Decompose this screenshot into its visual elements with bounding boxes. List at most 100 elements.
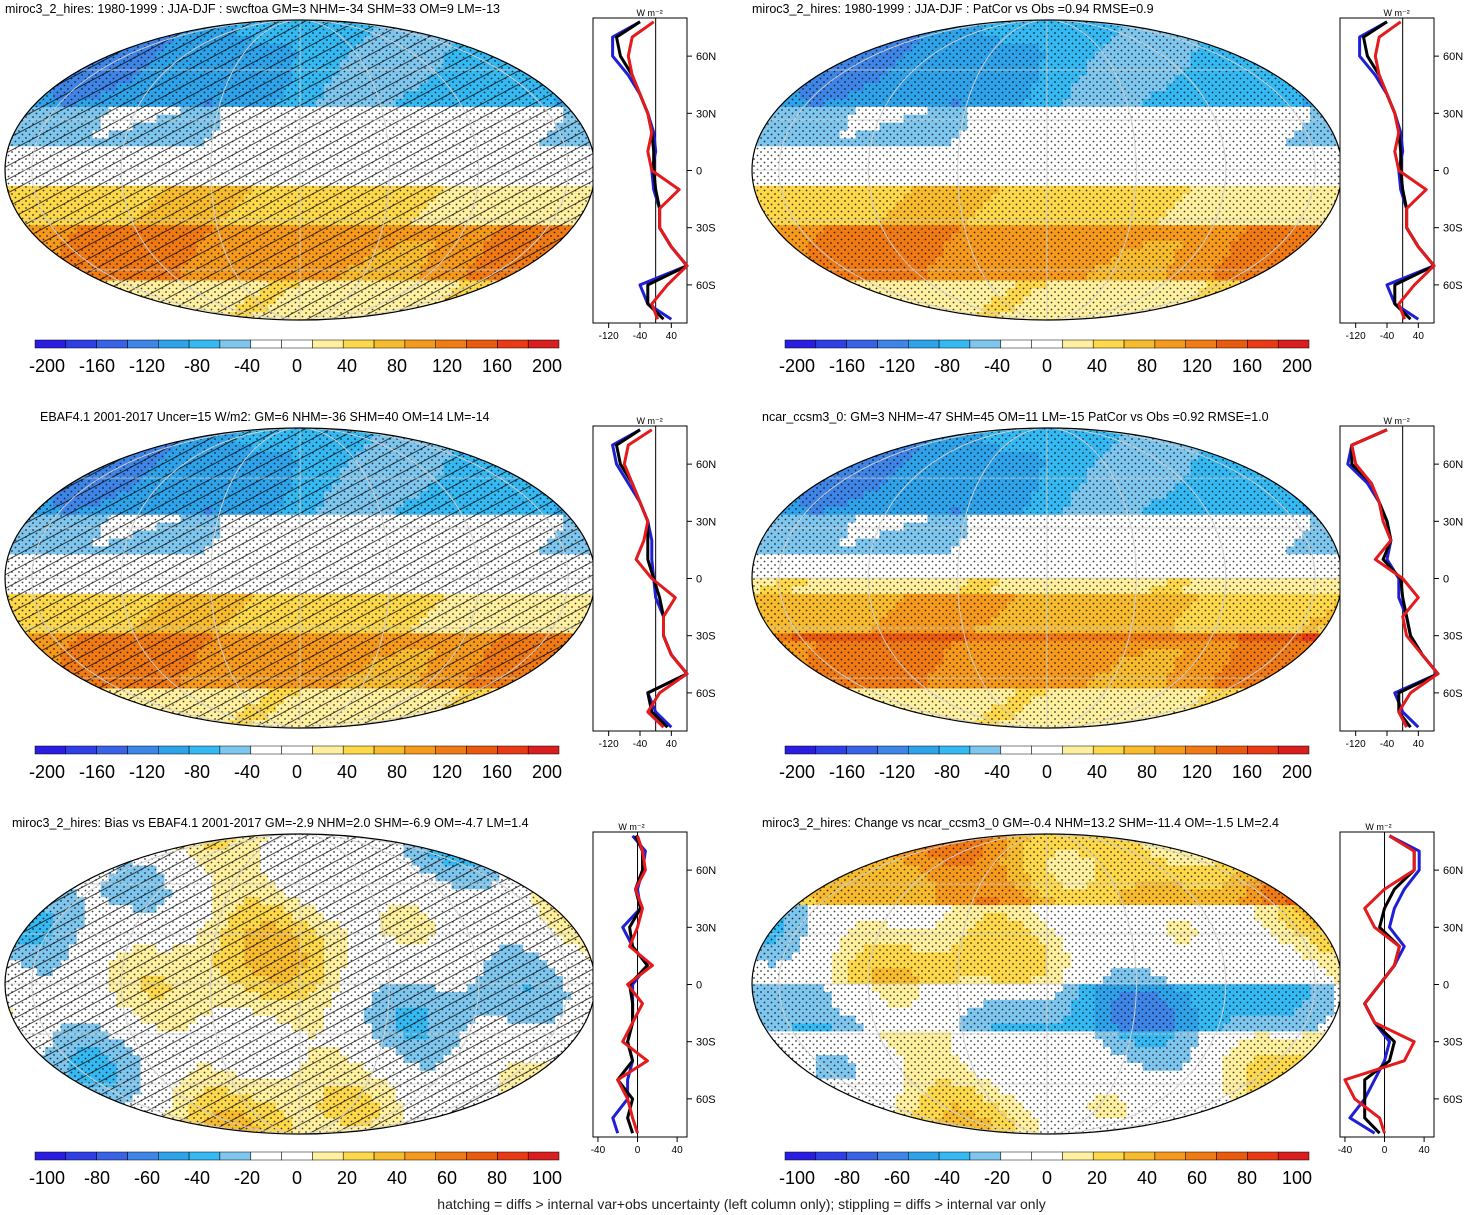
colorbar-swatch	[497, 1151, 529, 1161]
colorbar-swatch	[34, 745, 67, 755]
colorbar-label: 80	[1237, 1168, 1257, 1188]
panel-4: ncar_ccsm3_0: GM=3 NHM=-47 SHM=45 OM=11 …	[751, 410, 1463, 782]
panel-5: miroc3_2_hires: Bias vs EBAF4.1 2001-201…	[4, 816, 716, 1188]
colorbar-label: -40	[234, 356, 260, 376]
colorbar-label: 200	[1282, 762, 1312, 782]
colorbar-swatch	[312, 745, 344, 755]
colorbar-swatch	[435, 1151, 467, 1161]
map	[751, 427, 1343, 729]
profile-line-model	[622, 428, 689, 729]
profile-frame	[1339, 831, 1435, 1138]
colorbar-label: 40	[1087, 356, 1107, 376]
lat-tick-label: 30S	[1443, 1037, 1463, 1049]
colorbar-swatch	[250, 339, 282, 349]
colorbar-swatch	[1000, 745, 1032, 755]
x-tick-label: -120	[599, 739, 619, 750]
colorbar-swatch	[373, 339, 406, 349]
colorbar-label: 0	[1042, 356, 1052, 376]
colorbar-swatch	[1154, 339, 1186, 349]
colorbar-swatch	[846, 339, 878, 349]
colorbar-label: -20	[984, 1168, 1010, 1188]
colorbar-swatch	[373, 1151, 406, 1161]
colorbar-swatch	[1000, 339, 1032, 349]
zonal-profile: W m⁻² 60N 30N 0 30S 60S -120 -40 40	[592, 416, 716, 750]
colorbar-swatch	[158, 339, 190, 349]
colorbar-swatch	[969, 339, 1001, 349]
colorbar-swatch	[1185, 339, 1217, 349]
colorbar-label: -40	[184, 1168, 210, 1188]
lat-tick-label: 0	[1443, 166, 1449, 178]
colorbar-swatch	[188, 745, 221, 755]
colorbar-label: 0	[292, 762, 302, 782]
colorbar-label: 0	[292, 356, 302, 376]
x-tick-label: -120	[599, 331, 619, 342]
colorbar-swatch	[158, 1151, 190, 1161]
colorbar-swatch	[1031, 339, 1063, 349]
lat-tick-label: 30N	[696, 108, 716, 120]
colorbar-swatch	[1277, 1151, 1310, 1161]
panel-title: miroc3_2_hires: 1980-1999 : JJA-DJF : sw…	[5, 2, 500, 16]
lat-tick-label: 0	[1443, 980, 1449, 992]
lat-tick-label: 60N	[1443, 865, 1463, 877]
colorbar-swatch	[1062, 1151, 1094, 1161]
colorbar-label: -40	[984, 762, 1010, 782]
lat-tick-label: 0	[696, 166, 702, 178]
x-tick-label: 40	[666, 331, 678, 342]
colorbar-label: 80	[1137, 762, 1157, 782]
lat-tick-label: 60S	[1443, 688, 1463, 700]
colorbar-swatch	[65, 339, 97, 349]
x-tick-label: 0	[1382, 1145, 1388, 1156]
lat-tick-label: 60N	[696, 459, 716, 471]
colorbar-label: 100	[1282, 1168, 1312, 1188]
lat-tick-label: 30S	[696, 1037, 716, 1049]
graticule	[5, 428, 595, 728]
colorbar-label: 20	[1087, 1168, 1107, 1188]
panel-title: ncar_ccsm3_0: GM=3 NHM=-47 SHM=45 OM=11 …	[762, 410, 1269, 424]
colorbar-swatch	[877, 745, 909, 755]
graticule	[5, 20, 595, 320]
panel-title: miroc3_2_hires: 1980-1999 : JJA-DJF : Pa…	[752, 2, 1154, 16]
lat-tick-label: 0	[696, 980, 702, 992]
map	[751, 833, 1343, 1135]
colorbar: -200 -160 -120 -80 -40 0 40 80 120 160 200	[29, 339, 562, 376]
colorbar-swatch	[1216, 1151, 1248, 1161]
lat-tick-label: 60S	[696, 1094, 716, 1106]
colorbar-label: -60	[134, 1168, 160, 1188]
colorbar-swatch	[877, 1151, 909, 1161]
graticule	[752, 428, 1342, 728]
lat-tick-label: 0	[1443, 574, 1449, 586]
colorbar-swatch	[1277, 339, 1310, 349]
colorbar-label: -100	[29, 1168, 65, 1188]
map	[4, 833, 596, 1135]
profile-units: W m⁻²	[637, 416, 663, 426]
profile-frame	[1339, 425, 1435, 732]
colorbar-label: 80	[387, 762, 407, 782]
colorbar-swatch	[527, 745, 560, 755]
colorbar-label: 40	[337, 762, 357, 782]
colorbar-label: -120	[129, 762, 165, 782]
x-tick-label: -120	[1346, 739, 1366, 750]
colorbar-label: 120	[432, 356, 462, 376]
colorbar-label: -80	[834, 1168, 860, 1188]
colorbar-swatch	[466, 339, 498, 349]
colorbar-label: 120	[432, 762, 462, 782]
colorbar-swatch	[527, 339, 560, 349]
colorbar-label: 20	[337, 1168, 357, 1188]
zonal-profile: W m⁻² 60N 30N 0 30S 60S -120 -40 40	[1339, 8, 1463, 342]
colorbar-label: -160	[79, 356, 115, 376]
x-tick-label: -40	[633, 331, 648, 342]
colorbar: -200 -160 -120 -80 -40 0 40 80 120 160 200	[779, 339, 1312, 376]
colorbar-swatch	[1154, 1151, 1186, 1161]
x-tick-label: 40	[666, 739, 678, 750]
colorbar-swatch	[342, 745, 375, 755]
map	[4, 427, 596, 729]
colorbar-label: 100	[532, 1168, 562, 1188]
colorbar-label: 40	[1137, 1168, 1157, 1188]
x-tick-label: 0	[635, 1145, 641, 1156]
colorbar-label: -200	[779, 356, 815, 376]
colorbar-swatch	[1031, 1151, 1063, 1161]
colorbar-label: 60	[1187, 1168, 1207, 1188]
colorbar-swatch	[1247, 339, 1279, 349]
zonal-profile: W m⁻² 60N 30N 0 30S 60S -120 -40 40	[592, 8, 716, 342]
